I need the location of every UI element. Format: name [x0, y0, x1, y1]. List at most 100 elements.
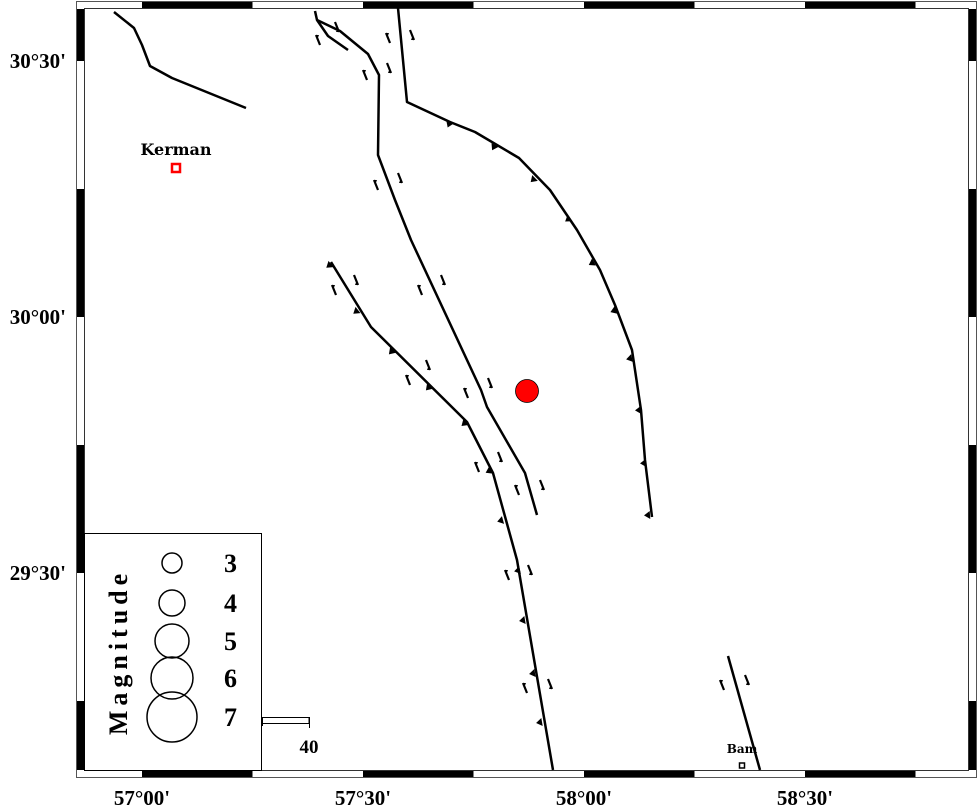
city-marker: [738, 762, 746, 769]
slip-arrow-head: [549, 684, 552, 689]
lat-tick-label: 29°30': [10, 561, 66, 585]
legend-item: 3: [161, 549, 237, 578]
thrust-tooth: [446, 120, 454, 128]
slip-arrow-head: [499, 457, 502, 462]
thrust-tooth: [640, 459, 647, 467]
frame-band-right: [969, 701, 976, 770]
slip-arrow-head: [388, 68, 391, 73]
thrust-tooth: [497, 516, 505, 524]
thrust-tooth: [530, 175, 538, 183]
slip-arrow-head: [720, 680, 723, 685]
slip-arrow-head: [374, 180, 377, 185]
city-label: Bam: [727, 742, 758, 756]
fault-line: [329, 261, 555, 771]
legend-label: 6: [224, 664, 237, 693]
legend-item: 6: [150, 656, 237, 700]
thrust-tooth: [588, 258, 596, 266]
fault-line: [726, 655, 762, 771]
scale-bar: 40: [261, 717, 319, 758]
lat-tick-label: 30°00': [10, 305, 66, 329]
magnitude-circle-icon: [146, 691, 198, 743]
magnitude-circle-icon: [158, 589, 186, 617]
thrust-teeth: [326, 120, 651, 726]
slip-arrow-head: [336, 27, 339, 32]
slip-arrow-head: [386, 33, 389, 38]
slip-arrow-head: [355, 280, 358, 285]
slip-arrow-head: [427, 365, 430, 370]
thrust-tooth: [644, 511, 651, 519]
frame-band-right: [969, 445, 976, 573]
thrust-tooth: [514, 566, 521, 574]
legend-label: 5: [224, 627, 237, 656]
thrust-tooth: [353, 306, 361, 314]
legend-title: Magnitude: [104, 569, 133, 735]
frame-band-left: [77, 189, 84, 317]
thrust-tooth: [491, 143, 499, 151]
thrust-tooth: [529, 669, 536, 677]
city-bam[interactable]: Bam: [727, 742, 758, 769]
legend-label: 4: [224, 589, 237, 618]
thrust-tooth: [425, 383, 433, 391]
slip-arrow-head: [489, 383, 492, 388]
frame-band-left: [77, 9, 84, 61]
slip-arrow-head: [411, 35, 414, 40]
latitude-axis: 30°30' 30°00' 29°30': [10, 49, 66, 585]
frame-band-bottom: [584, 771, 695, 777]
slip-arrow-head: [464, 388, 467, 393]
frame-band-top: [363, 2, 474, 8]
frame-band-right: [969, 189, 976, 317]
slip-arrow-head: [541, 485, 544, 490]
thrust-tooth: [565, 214, 573, 222]
city-kerman[interactable]: Kerman: [140, 140, 212, 174]
earthquake-epicenter[interactable]: [515, 379, 539, 403]
frame-band-top: [805, 2, 916, 8]
slip-arrow-head: [418, 285, 421, 290]
legend-label: 7: [224, 703, 237, 732]
magnitude-circle-icon: [150, 656, 194, 700]
thrust-tooth: [536, 718, 543, 726]
thrust-tooth: [635, 406, 642, 414]
fault-line: [316, 18, 539, 516]
magnitude-legend: Magnitude 3 4 5 6 7: [84, 533, 262, 771]
fault-line: [313, 10, 349, 52]
frame-band-top: [584, 2, 695, 8]
slip-arrow-head: [316, 35, 319, 40]
lon-tick-label: 58°00': [556, 786, 612, 809]
slip-arrow-head: [515, 485, 518, 490]
magnitude-circle-icon: [161, 552, 183, 574]
frame-band-left: [77, 445, 84, 573]
frame-band-bottom: [142, 771, 253, 777]
legend-label: 3: [224, 549, 237, 578]
fault-line: [113, 11, 247, 110]
thrust-tooth: [485, 466, 493, 474]
lon-tick-label: 57°30': [335, 786, 391, 809]
lon-tick-label: 57°00': [114, 786, 170, 809]
thrust-tooth: [388, 347, 396, 355]
frame-band-right: [969, 9, 976, 61]
slip-arrow-head: [363, 70, 366, 75]
slip-arrow-head: [523, 683, 526, 688]
city-marker: [170, 162, 182, 174]
frame-band-left: [77, 701, 84, 770]
city-label: Kerman: [140, 140, 211, 159]
legend-item: 5: [154, 623, 237, 659]
frame-band-bottom: [805, 771, 916, 777]
slip-arrow-head: [505, 570, 508, 575]
thrust-tooth: [626, 354, 633, 362]
lon-tick-label: 58°30': [777, 786, 833, 809]
slip-arrow-head: [529, 570, 532, 575]
thrust-tooth: [461, 418, 469, 426]
slip-arrow-head: [746, 680, 749, 685]
slip-arrow-head: [406, 375, 409, 380]
magnitude-circle-icon: [154, 623, 190, 659]
thrust-tooth: [519, 616, 526, 624]
strike-slip-arrows: [314, 21, 751, 694]
scale-bar-label: 40: [300, 737, 319, 758]
thrust-tooth: [610, 306, 618, 314]
fault-line: [396, 7, 654, 518]
slip-arrow-head: [442, 280, 445, 285]
slip-arrow-head: [332, 285, 335, 290]
slip-arrow-head: [399, 178, 402, 183]
map-frame: [76, 1, 977, 778]
